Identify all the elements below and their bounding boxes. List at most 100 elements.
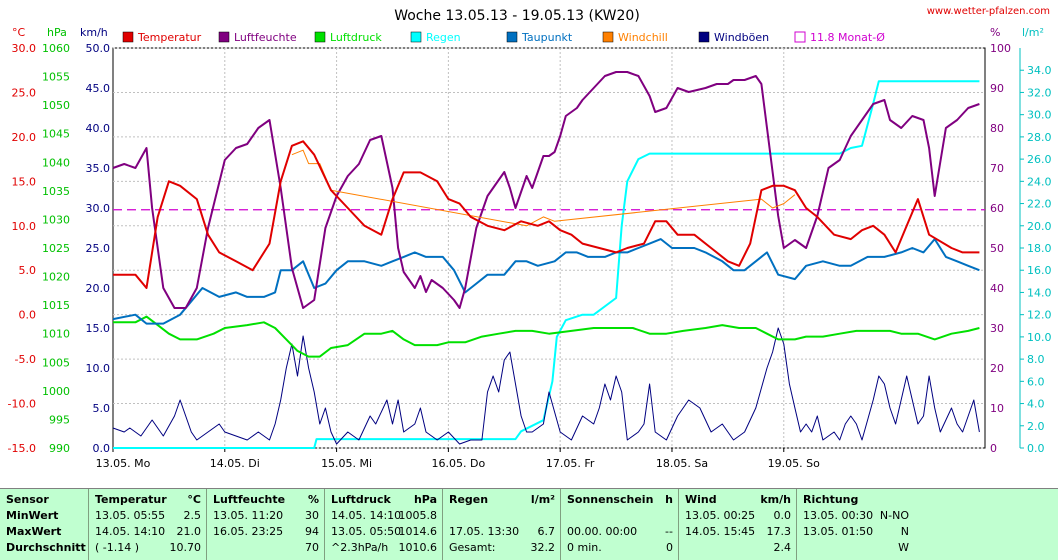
hum-tick-label: 100: [990, 42, 1011, 55]
wind-tick-label: 0.0: [93, 442, 111, 455]
press-tick-label: 1035: [42, 185, 70, 198]
legend-label: Windböen: [714, 31, 769, 44]
site-link[interactable]: www.wetter-pfalzen.com: [927, 6, 1050, 17]
stats-col-title: Richtung: [803, 493, 859, 506]
press-tick-label: 1010: [42, 328, 70, 341]
rain-tick-label: 4.0: [1027, 398, 1045, 411]
stats-cell-value: 2.5: [183, 509, 202, 522]
press-tick-label: 1060: [42, 42, 70, 55]
series-windchill: [291, 149, 796, 227]
unit-temp: °C: [12, 26, 26, 39]
temp-tick-label: 30.0: [12, 42, 37, 55]
stats-col-2: Luftfeuchte% 13.05. 11:20 30 16.05. 23:25 94…: [206, 489, 325, 560]
temp-tick-label: 25.0: [12, 86, 37, 99]
hum-tick-label: 50: [990, 242, 1004, 255]
legend-label: Temperatur: [137, 31, 202, 44]
temp-tick-label: -5.0: [15, 353, 36, 366]
stats-row: 0 min. 0: [561, 540, 679, 556]
wind-tick-label: 30.0: [86, 202, 111, 215]
legend-item-humidity: Luftfeuchte: [218, 31, 297, 44]
stats-row: 16.05. 23:25 94: [207, 524, 325, 540]
stats-row: 13.05. 05:50 1014.6: [325, 524, 443, 540]
stats-cell-label: 13.05. 01:50: [803, 525, 874, 538]
stats-col-header: Sensor: [0, 492, 88, 508]
hum-tick-label: 70: [990, 162, 1004, 175]
wind-tick-label: 40.0: [86, 122, 111, 135]
grid: [112, 47, 986, 449]
rain-tick-label: 22.0: [1027, 198, 1052, 211]
stats-row: MinWert: [0, 508, 88, 524]
stats-col-3: Luftdruck hPa 14.05. 14:10 1005.8 13.05. 05:…: [324, 489, 443, 560]
x-tick-label: 18.05. Sa: [656, 457, 708, 470]
stats-col-header: Luftfeuchte%: [207, 492, 325, 508]
stats-row: 14.05. 14:10 21.0: [89, 524, 207, 540]
legend-item-pressure: Luftdruck: [314, 31, 382, 44]
stats-row: [561, 508, 679, 524]
stats-cell-value: 1014.6: [398, 525, 438, 538]
stats-col-title: Luftfeuchte: [213, 493, 286, 506]
stats-row: ( -1.14 ) 10.70: [89, 540, 207, 556]
stats-col-title: Temperatur: [95, 493, 167, 506]
series-pressure: [113, 315, 980, 358]
unit-press: hPa: [47, 26, 67, 39]
unit-hum: %: [990, 26, 1000, 39]
stats-col-header: Temperatur °C: [89, 492, 207, 508]
stats-cell-value: 6.7: [537, 525, 556, 538]
stats-cell-value: 0: [666, 541, 673, 554]
stats-row: 14.05. 15:45 17.3: [679, 524, 797, 540]
stats-col-1: Temperatur °C 13.05. 05:55 2.5 14.05. 14:10 2…: [88, 489, 207, 560]
legend-label: Luftfeuchte: [234, 31, 297, 44]
series-rain: [113, 80, 980, 449]
stats-row: ^2.3hPa/h 1010.6: [325, 540, 443, 556]
press-tick-label: 1000: [42, 385, 70, 398]
stats-cell-label: 00.00. 00:00: [567, 525, 638, 538]
legend-label: Taupunkt: [521, 31, 573, 44]
stats-row: [443, 508, 561, 524]
rain-tick-label: 34.0: [1027, 64, 1052, 77]
stats-row: 00.00. 00:00 --: [561, 524, 679, 540]
axes: 30.0 25.0 20.0 15.0 10.0 5.0 0.0 -5.0 -10.0 -15.0…: [8, 42, 1052, 470]
stats-cell-label: 16.05. 23:25: [213, 525, 284, 538]
stats-cell-value: 2.4: [773, 541, 792, 554]
temp-tick-label: -15.0: [8, 442, 36, 455]
stats-col-title: Sonnenschein: [567, 493, 654, 506]
rain-tick-label: 30.0: [1027, 109, 1052, 122]
stats-col-header: Luftdruck hPa: [325, 492, 443, 508]
press-tick-label: 1030: [42, 213, 70, 226]
rain-tick-label: 14.0: [1027, 286, 1052, 299]
stats-col-title: Luftdruck: [331, 493, 391, 506]
press-tick-label: 1050: [42, 99, 70, 112]
stats-col-0: Sensor MinWert MaxWert Durchschnitt: [0, 489, 88, 560]
stats-row: 13.05. 01:50 N: [797, 524, 915, 540]
stats-col-title: Regen: [449, 493, 489, 506]
rain-tick-label: 12.0: [1027, 309, 1052, 322]
rain-tick-label: 0.0: [1027, 442, 1045, 455]
wind-tick-label: 35.0: [86, 162, 111, 175]
stats-col-header: Sonnenschein h: [561, 492, 679, 508]
stats-row: 17.05. 13:30 6.7: [443, 524, 561, 540]
stats-row: 13.05. 00:30 N-NO: [797, 508, 915, 524]
wind-tick-label: 25.0: [86, 242, 111, 255]
legend-swatch: [794, 31, 806, 43]
stats-col-header: Regen l/m²: [443, 492, 561, 508]
rain-tick-label: 26.0: [1027, 153, 1052, 166]
press-tick-label: 995: [49, 413, 70, 426]
rain-tick-label: 20.0: [1027, 220, 1052, 233]
legend-swatch: [410, 31, 422, 43]
hum-tick-label: 90: [990, 82, 1004, 95]
legend-item-gusts: Windböen: [698, 31, 769, 44]
press-tick-label: 990: [49, 442, 70, 455]
rain-tick-label: 32.0: [1027, 86, 1052, 99]
hum-tick-label: 60: [990, 202, 1004, 215]
weather-chart: Woche 13.05.13 - 19.05.13 (KW20) www.wet…: [7, 6, 1052, 470]
stats-cell-label: ^2.3hPa/h: [331, 541, 389, 554]
stats-col-unit: h: [665, 493, 673, 506]
stats-cell-label: 13.05. 05:55: [95, 509, 166, 522]
stats-col-7: Richtung 13.05. 00:30 N-NO 13.05. 01:50 N W: [796, 489, 915, 560]
stats-cell-label: 13.05. 00:30: [803, 509, 874, 522]
series-gusts: [112, 327, 980, 445]
legend-label: Windchill: [618, 31, 668, 44]
unit-wind: km/h: [80, 26, 108, 39]
press-tick-label: 1025: [42, 242, 70, 255]
stats-row: 13.05. 11:20 30: [207, 508, 325, 524]
